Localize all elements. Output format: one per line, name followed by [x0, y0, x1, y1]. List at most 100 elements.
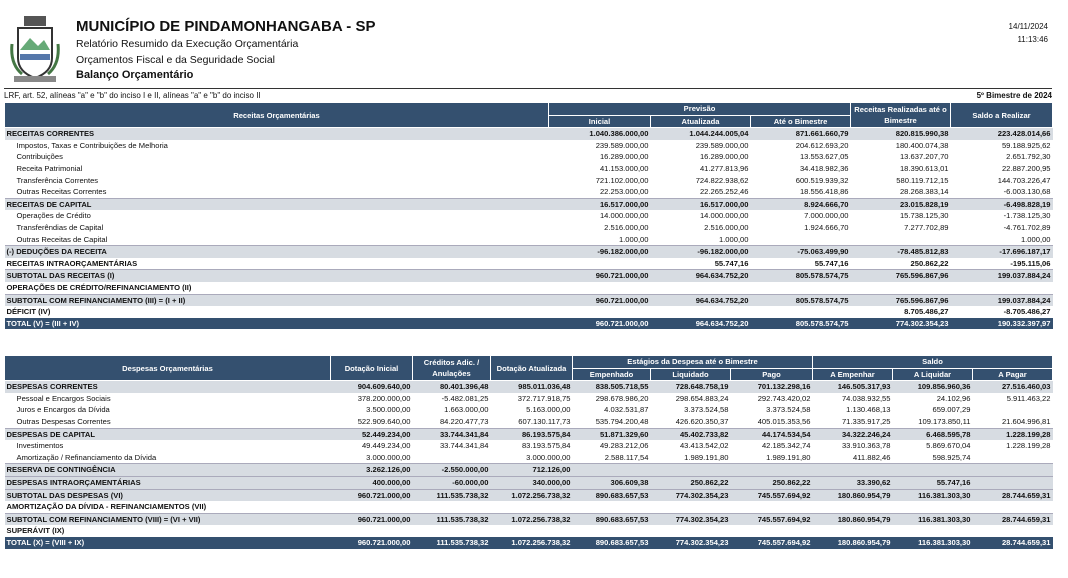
cell: 964.634.752,20 [650, 269, 751, 282]
table-row: Outras Despesas Correntes 522.909.640,00 8… [5, 416, 1053, 428]
cell: 774.302.354,23 [850, 317, 951, 330]
cell: 42.185.342,74 [761, 441, 811, 451]
cell: 22.887.200,95 [1001, 163, 1051, 173]
cell [730, 463, 813, 477]
column-header: Despesas Orçamentárias [4, 354, 331, 382]
cell: 44.174.534,54 [730, 427, 813, 441]
table-row: AMORTIZAÇÃO DA DÍVIDA - REFINANCIAMENTOS… [5, 501, 1053, 513]
cell: 28.744.659,31 [972, 488, 1053, 502]
cell [973, 404, 1053, 416]
cell: 250.862,22 [730, 475, 813, 490]
cell: 71.335.917,25 [841, 416, 891, 426]
cell: 805.578.574,75 [750, 317, 851, 330]
cell: 8.705.486,27 [904, 307, 949, 317]
table-row: SUPERÁVIT (IX) [5, 525, 1053, 537]
cell: 1.072.256.738,32 [490, 536, 573, 549]
legal-line: LRF, art. 52, alíneas "a" e "b" do incis… [4, 88, 1052, 101]
cell: 3.500.000,00 [366, 405, 411, 415]
column-header: Até o Bimestre [749, 114, 852, 129]
cell: 745.557.694,92 [730, 488, 813, 502]
cell: 180.400.074,38 [895, 140, 949, 150]
row-label: Juros e Encargos da Dívida [16, 405, 110, 415]
cell: 41.153.000,00 [599, 163, 649, 173]
cell [892, 463, 973, 477]
row-label: SUPERÁVIT (IX) [6, 526, 65, 536]
cell: 1.040.386.000,00 [548, 127, 651, 140]
row-label: Transferência Correntes [16, 175, 99, 185]
cell: 1.228.199,28 [1006, 441, 1051, 451]
cell: 411.882,46 [853, 452, 891, 462]
cell: 28.744.659,31 [972, 512, 1053, 526]
cell [651, 282, 751, 294]
cell: 18.556.418,86 [799, 187, 849, 197]
cell: 3.000.000,00 [526, 452, 571, 462]
cell: 405.015.353,56 [757, 416, 811, 426]
cell: 4.032.531,87 [604, 405, 649, 415]
cell: 83.193.575,84 [521, 441, 571, 451]
cell: 1.924.666,70 [804, 222, 849, 232]
cell: 522.909.640,00 [357, 416, 411, 426]
cell: 3.000.000,00 [366, 452, 411, 462]
cell: 3.373.524,58 [684, 405, 729, 415]
cell [573, 525, 651, 537]
cell: 33.744.341,84 [412, 427, 491, 441]
cell: 890.683.657,53 [572, 536, 651, 549]
row-label: Transferêndias de Capital [16, 222, 104, 232]
row-label: RESERVA DE CONTINGÊNCIA [4, 463, 331, 477]
cell: 180.860.954,79 [812, 512, 893, 526]
cell [751, 282, 851, 294]
cell: 223.428.014,66 [950, 127, 1053, 140]
period: 5º Bimestre de 2024 [976, 91, 1052, 100]
cell: 180.860.954,79 [812, 488, 893, 502]
cell: 1.130.468,13 [846, 405, 891, 415]
cell: 960.721.000,00 [548, 317, 651, 330]
cell: 49.449.234,00 [361, 441, 411, 451]
column-header: A Empenhar [812, 367, 893, 382]
cell [973, 501, 1053, 513]
cell: 28.744.659,31 [972, 536, 1053, 549]
cell: 84.220.477,73 [439, 416, 489, 426]
cell: 43.413.542,02 [679, 441, 729, 451]
cell: 2.516.000,00 [704, 222, 749, 232]
cell: 292.743.420,02 [757, 393, 811, 403]
cell: 239.589.000,00 [695, 140, 749, 150]
cell: 18.390.613,01 [899, 163, 949, 173]
cell: 1.989.191,80 [684, 452, 729, 462]
cell: 86.193.575,84 [490, 427, 573, 441]
expense-table: Despesas Orçamentárias Dotação Inicial C… [4, 354, 1053, 549]
cell: 41.277.813,96 [699, 163, 749, 173]
row-label: OPERAÇÕES DE CRÉDITO/REFINANCIAMENTO (II… [6, 282, 192, 292]
cell: 535.794.200,48 [595, 416, 649, 426]
table-row: Juros e Encargos da Dívida 3.500.000,00 1.… [5, 404, 1053, 416]
title: MUNICÍPIO DE PINDAMONHANGABA - SP [76, 18, 376, 35]
cell: 701.132.298,16 [730, 380, 813, 393]
cell: 890.683.657,53 [572, 512, 651, 526]
column-header: Previsão [547, 102, 852, 116]
cell: 960.721.000,00 [330, 536, 413, 549]
cell [331, 525, 413, 537]
column-header: Empenhado [572, 367, 651, 382]
cell: 1.663.000,00 [444, 405, 489, 415]
cell: 1.072.256.738,32 [490, 488, 573, 502]
cell: 109.856.960,36 [892, 380, 973, 393]
report-line: Relatório Resumido da Execução Orçamentá… [76, 38, 299, 50]
cell: 960.721.000,00 [330, 488, 413, 502]
table-row: DESPESAS INTRAORÇAMENTÁRIAS 400.000,00 -60… [4, 475, 1053, 490]
cell [491, 525, 573, 537]
legal: LRF, art. 52, alíneas "a" e "b" do incis… [4, 91, 261, 100]
cell: 250.862,22 [910, 258, 949, 268]
cell: 1.228.199,28 [972, 427, 1053, 441]
timestamp: 14/11/2024 11:13:46 [1009, 20, 1048, 46]
cell [973, 525, 1053, 537]
cell [651, 306, 751, 318]
cell: 239.589.000,00 [595, 140, 649, 150]
row-label: Impostos, Taxas e Contribuições de Melho… [16, 140, 168, 150]
cell: 116.381.303,30 [892, 488, 973, 502]
cell: -6.003.130,68 [1003, 187, 1051, 197]
column-header: Receitas Orçamentárias [4, 101, 549, 129]
cell: 1.044.244.005,04 [650, 127, 751, 140]
cell: -60.000,00 [412, 475, 491, 490]
cell: 33.744.341,84 [439, 441, 489, 451]
cell: 7.277.702,89 [904, 222, 949, 232]
cell [651, 525, 731, 537]
